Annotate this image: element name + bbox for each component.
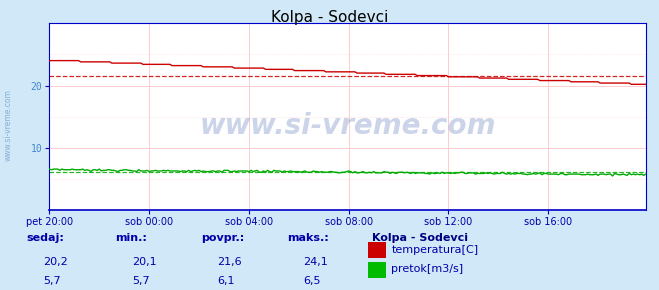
Text: 21,6: 21,6 (217, 257, 242, 267)
Text: 5,7: 5,7 (43, 276, 61, 286)
Text: maks.:: maks.: (287, 233, 328, 243)
Text: sedaj:: sedaj: (26, 233, 64, 243)
Text: povpr.:: povpr.: (201, 233, 244, 243)
Text: 5,7: 5,7 (132, 276, 150, 286)
Text: 20,1: 20,1 (132, 257, 156, 267)
Text: min.:: min.: (115, 233, 147, 243)
Text: Kolpa - Sodevci: Kolpa - Sodevci (372, 233, 469, 243)
Text: Kolpa - Sodevci: Kolpa - Sodevci (271, 10, 388, 25)
Text: 20,2: 20,2 (43, 257, 68, 267)
Text: 6,5: 6,5 (303, 276, 321, 286)
Text: pretok[m3/s]: pretok[m3/s] (391, 264, 463, 274)
Text: 24,1: 24,1 (303, 257, 328, 267)
Text: 6,1: 6,1 (217, 276, 235, 286)
Text: www.si-vreme.com: www.si-vreme.com (3, 89, 13, 161)
Text: www.si-vreme.com: www.si-vreme.com (200, 112, 496, 140)
Text: temperatura[C]: temperatura[C] (391, 245, 478, 255)
